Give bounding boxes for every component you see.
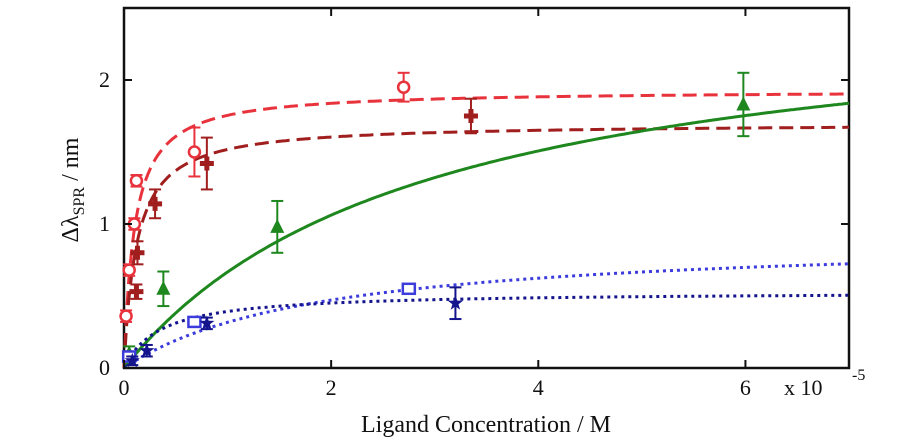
darkred-crosses-point xyxy=(199,156,214,171)
y-axis-label: ΔλSPR / nm xyxy=(58,137,88,242)
y-tick-label: 0 xyxy=(99,355,110,380)
blue-squares-point xyxy=(187,315,202,329)
y-axis-symbol: Δλ xyxy=(58,215,84,242)
red-circles-point xyxy=(396,80,411,94)
data-markers xyxy=(119,71,751,368)
x-tick-label: 6 xyxy=(740,375,751,400)
green-triangles-point xyxy=(270,218,285,233)
navy-stars-point xyxy=(447,295,463,310)
red-circles-point xyxy=(187,145,202,159)
navy-stars-point xyxy=(199,315,215,330)
darkred-crosses-point xyxy=(463,109,478,123)
fit-curves xyxy=(122,92,850,370)
y-axis-unit: / nm xyxy=(58,137,84,187)
y-axis-subscript: SPR xyxy=(71,187,88,216)
y-tick-label: 1 xyxy=(99,211,110,236)
axis-ticks: 0 2 4 6 0 1 2 xyxy=(99,8,849,400)
blue-squares-point xyxy=(401,282,417,296)
green-triangles-fit-line xyxy=(122,101,850,369)
plot-frame xyxy=(122,6,851,370)
darkred-crosses-point xyxy=(129,284,144,299)
x-tick-label: 2 xyxy=(326,375,337,400)
navy-stars-point xyxy=(139,342,155,358)
green-triangles-point xyxy=(736,96,751,111)
red-circles-point xyxy=(119,309,133,323)
red-circles-point xyxy=(129,174,144,188)
x-tick-label: 4 xyxy=(533,375,544,400)
y-tick-label: 2 xyxy=(99,67,110,92)
x-axis-label: Ligand Concentration / M xyxy=(361,412,611,438)
x-scale-label: x 10 xyxy=(784,375,823,400)
darkred-crosses-point xyxy=(148,196,163,211)
darkred-crosses-point xyxy=(130,245,145,260)
darkred-crosses-fit-line xyxy=(122,125,849,369)
red-circles-point xyxy=(122,263,136,277)
red-circles-fit-line xyxy=(122,92,849,369)
x-scale-exponent: -5 xyxy=(852,367,865,384)
navy-stars-fit-line xyxy=(122,293,849,369)
x-tick-label: 0 xyxy=(119,375,130,400)
navy-stars-point xyxy=(124,352,140,368)
green-triangles-point xyxy=(156,280,171,295)
blue-squares-fit-line xyxy=(123,262,850,370)
